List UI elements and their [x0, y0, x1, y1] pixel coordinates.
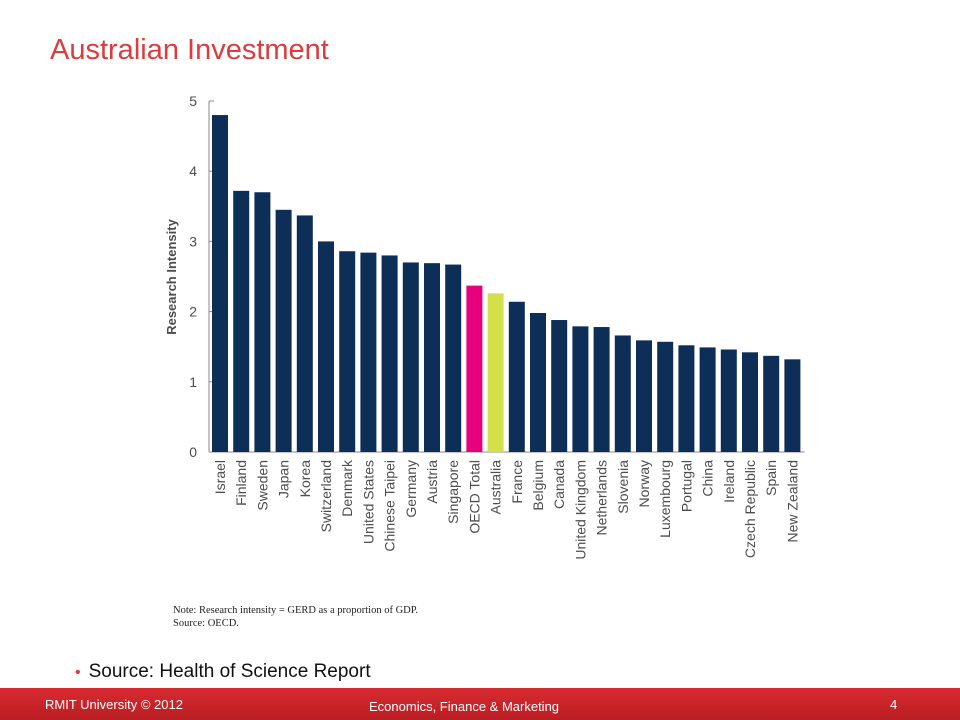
x-tick-label: Korea	[297, 460, 313, 498]
bar-slovenia	[614, 335, 631, 452]
bar-oecd-total	[466, 285, 483, 452]
x-tick-label: Singapore	[445, 460, 461, 524]
x-tick-label: Canada	[551, 460, 567, 509]
slide-title: Australian Investment	[50, 34, 329, 66]
bar-chinese-taipei	[381, 255, 398, 452]
x-tick-label: Spain	[763, 460, 779, 496]
x-tick-label: OECD Total	[466, 460, 482, 534]
bar-korea	[296, 215, 313, 452]
x-tick-label: Czech Republic	[742, 460, 758, 558]
y-tick-label: 1	[189, 374, 197, 390]
x-tick-label: Norway	[636, 460, 652, 507]
bar-new-zealand	[784, 359, 801, 452]
bar-singapore	[445, 264, 462, 452]
chart-note: Note: Research intensity = GERD as a pro…	[173, 604, 418, 630]
bar-germany	[402, 262, 419, 452]
bar-france	[508, 301, 525, 452]
y-tick-label: 2	[189, 304, 197, 320]
chart-note-line1: Note: Research intensity = GERD as a pro…	[173, 605, 419, 616]
x-tick-label: Chinese Taipei	[382, 460, 398, 552]
x-tick-label: Australia	[488, 460, 504, 515]
bar-ireland	[720, 349, 737, 452]
x-tick-label: New Zealand	[784, 460, 800, 543]
x-tick-label: France	[509, 460, 525, 504]
x-tick-label: Ireland	[721, 460, 737, 503]
bar-japan	[275, 209, 292, 452]
bar-norway	[636, 340, 652, 452]
x-tick-label: Portugal	[678, 460, 694, 512]
x-tick-label: United States	[360, 460, 376, 544]
x-tick-label: Israel	[212, 460, 228, 494]
footer-copyright: RMIT University © 2012	[45, 697, 183, 712]
bar-czech-republic	[742, 352, 758, 452]
x-tick-label: Denmark	[339, 459, 355, 517]
bar-denmark	[339, 251, 356, 452]
x-tick-label: Germany	[403, 460, 419, 518]
x-tick-label: Sweden	[254, 460, 270, 511]
bar-portugal	[678, 345, 695, 452]
bar-spain	[763, 355, 780, 452]
footer-page-number: 4	[890, 697, 898, 712]
y-tick-label: 3	[189, 233, 197, 249]
y-tick-label: 0	[189, 444, 197, 460]
bar-austria	[424, 263, 440, 452]
bar-china	[699, 347, 716, 452]
x-tick-label: Slovenia	[615, 460, 631, 514]
bar-united-states	[360, 252, 377, 452]
x-tick-label: Netherlands	[594, 460, 610, 536]
footer-bar: RMIT University © 2012 Economics, Financ…	[0, 688, 960, 720]
x-tick-label: Switzerland	[318, 460, 334, 532]
x-tick-label: Austria	[424, 460, 440, 504]
source-bullet: • Source: Health of Science Report	[75, 661, 371, 683]
source-bullet-text: Source: Health of Science Report	[88, 661, 371, 682]
x-tick-label: China	[700, 460, 716, 497]
bar-netherlands	[593, 327, 610, 452]
x-tick-label: United Kingdom	[572, 460, 588, 560]
bullet-dot-icon: •	[75, 664, 81, 681]
x-tick-label: Luxembourg	[657, 460, 673, 538]
bar-canada	[551, 320, 568, 452]
y-axis-label: Research Intensity	[164, 218, 179, 334]
bar-australia	[487, 293, 504, 452]
chart-note-line2: Source: OECD.	[173, 618, 239, 629]
x-tick-label: Finland	[233, 460, 249, 506]
y-tick-label: 5	[189, 93, 197, 109]
bar-luxembourg	[657, 341, 674, 452]
bar-united-kingdom	[572, 326, 589, 452]
bar-sweden	[254, 192, 271, 452]
footer-department: Economics, Finance & Marketing	[369, 699, 560, 714]
y-tick-label: 4	[189, 163, 197, 179]
bar-finland	[233, 190, 250, 452]
bar-chart: 0 1 2 3 4 5 Research Intensity Israel Finland Swe…	[164, 93, 805, 560]
bar-switzerland	[318, 241, 334, 452]
x-tick-label: Japan	[276, 460, 292, 498]
x-tick-label: Belgium	[530, 460, 546, 511]
bar-israel	[212, 115, 228, 452]
bar-belgium	[530, 313, 546, 452]
